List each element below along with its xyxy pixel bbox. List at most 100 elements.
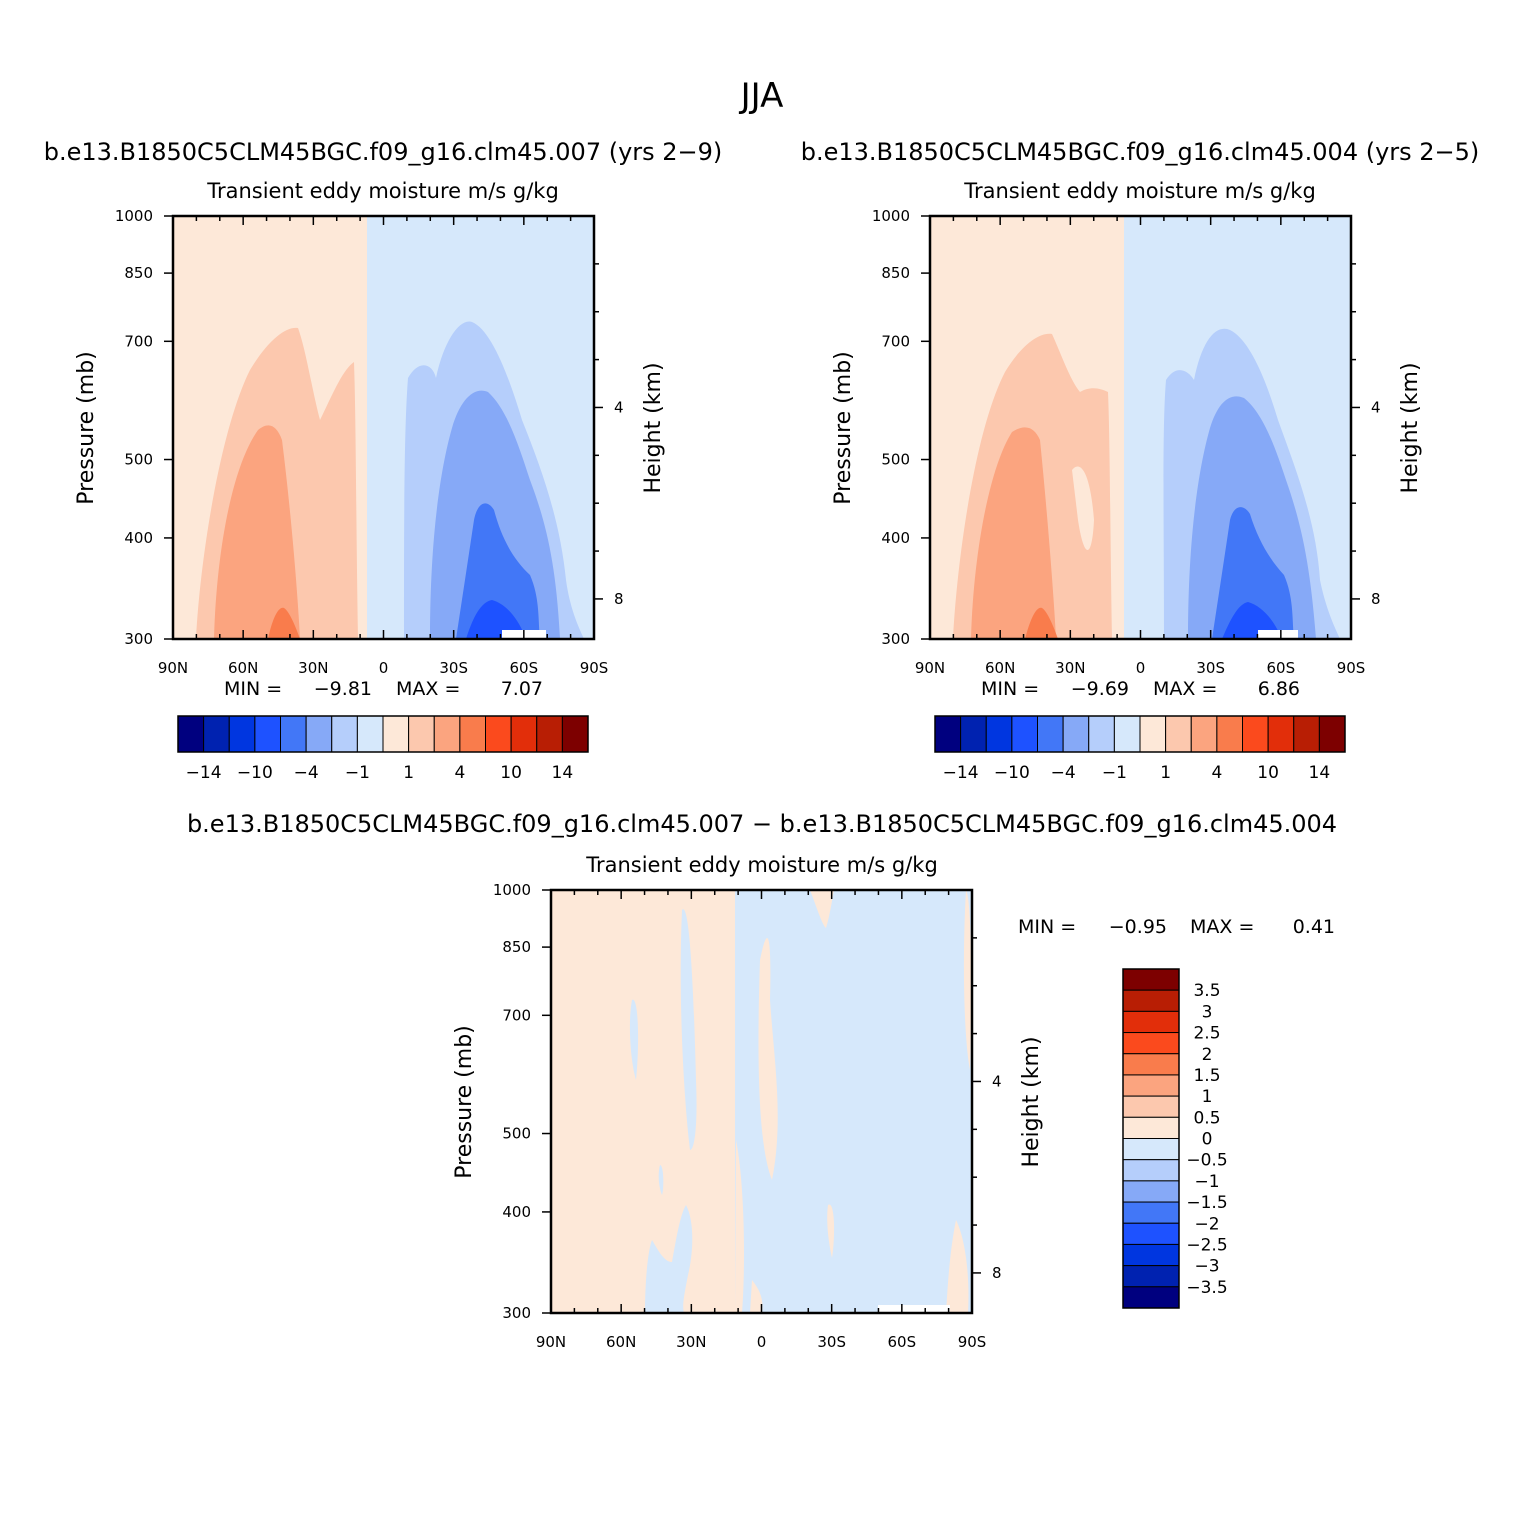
y-tick-label: 300 bbox=[502, 1304, 531, 1322]
colorbar-swatch bbox=[1062, 715, 1090, 753]
x-tick-label: 90S bbox=[958, 1333, 987, 1351]
colorbar-label: −1 bbox=[1194, 1172, 1219, 1192]
y2-tick-label: 8 bbox=[1371, 590, 1381, 608]
x-tick-label: 90S bbox=[1337, 659, 1366, 677]
colorbar-label: 10 bbox=[1257, 763, 1279, 783]
colorbar-label: −4 bbox=[294, 763, 319, 783]
colorbar-swatch bbox=[1216, 715, 1243, 753]
colorbar-label: −14 bbox=[943, 763, 979, 783]
colorbar-swatch bbox=[305, 715, 333, 753]
diff-min-label: MIN = bbox=[1018, 916, 1076, 938]
y2-tick-label: 8 bbox=[614, 590, 624, 608]
colorbar-swatch bbox=[561, 715, 589, 753]
colorbar-swatch bbox=[1122, 1159, 1180, 1182]
case2-ylabel-right: Height (km) bbox=[1398, 362, 1423, 493]
colorbar-swatch bbox=[1122, 1010, 1180, 1034]
colorbar-label: 14 bbox=[1309, 763, 1331, 783]
colorbar-swatch bbox=[1139, 715, 1167, 753]
case2-colorbar: −14 −10 −4 −1 1 4 10 14 bbox=[934, 715, 1346, 783]
colorbar-swatch bbox=[1122, 1116, 1180, 1139]
y2-tick-label: 4 bbox=[1371, 398, 1381, 416]
colorbar-swatch bbox=[254, 715, 281, 753]
colorbar-swatch bbox=[1293, 715, 1320, 753]
colorbar-swatch bbox=[1122, 1243, 1180, 1267]
colorbar-swatch bbox=[1122, 1286, 1180, 1309]
y-tick-label: 400 bbox=[502, 1203, 531, 1221]
x-tick-label: 30N bbox=[1055, 659, 1085, 677]
colorbar-frame bbox=[1122, 968, 1180, 1309]
y-tick-label: 500 bbox=[502, 1125, 531, 1143]
colorbar-swatch bbox=[1242, 715, 1269, 753]
diff-min-value: −0.95 bbox=[1109, 916, 1167, 938]
diff-axes: 90N 60N 30N 0 30S 60S 90S 300 400 500 700 850 1000 8 4 bbox=[493, 881, 1002, 1351]
case1-axes: 90N 60N 30N 0 30S 60S 90S 300 400 500 700 850 1000 8 4 bbox=[115, 207, 624, 677]
case1-max-value: 7.07 bbox=[501, 678, 543, 700]
case1-contour-field bbox=[173, 216, 594, 639]
case1-max-label: MAX = bbox=[396, 678, 460, 700]
x-tick-label: 60S bbox=[510, 659, 539, 677]
y-tick-label: 700 bbox=[124, 332, 153, 350]
diff-contour-field bbox=[551, 890, 972, 1313]
y-tick-label: 300 bbox=[881, 630, 910, 648]
colorbar-label: −3.5 bbox=[1186, 1278, 1227, 1298]
colorbar-swatch bbox=[356, 715, 384, 753]
colorbar-label: −1.5 bbox=[1186, 1193, 1227, 1213]
y2-tick-label: 8 bbox=[992, 1264, 1002, 1282]
colorbar-swatch bbox=[1122, 968, 1180, 991]
colorbar-swatch bbox=[459, 715, 486, 753]
colorbar-swatch bbox=[1122, 989, 1180, 1012]
x-tick-label: 90S bbox=[580, 659, 609, 677]
colorbar-label: −3 bbox=[1194, 1257, 1219, 1277]
colorbar-swatch bbox=[934, 715, 962, 753]
figure-title: JJA bbox=[739, 76, 784, 116]
y-tick-label: 400 bbox=[124, 529, 153, 547]
colorbar-label: 1.5 bbox=[1193, 1066, 1220, 1086]
case1-min-label: MIN = bbox=[224, 678, 282, 700]
colorbar-swatch bbox=[1165, 715, 1192, 753]
case1-ylabel: Pressure (mb) bbox=[74, 351, 99, 505]
colorbar-label: −10 bbox=[237, 763, 273, 783]
colorbar-label: −2 bbox=[1194, 1214, 1219, 1234]
panel-case1: b.e13.B1850C5CLM45BGC.f09_g16.clm45.007 … bbox=[44, 138, 723, 783]
diff-colorbar: 3.532.521.510.50−0.5−1−1.5−2−2.5−3−3.5 bbox=[1122, 968, 1228, 1309]
panel-case2: b.e13.B1850C5CLM45BGC.f09_g16.clm45.004 … bbox=[801, 138, 1480, 783]
case1-min-value: −9.81 bbox=[314, 678, 372, 700]
case2-ylabel: Pressure (mb) bbox=[831, 351, 856, 505]
case1-plot-title: Transient eddy moisture m/s g/kg bbox=[206, 179, 559, 203]
case2-min-label: MIN = bbox=[981, 678, 1039, 700]
case2-title: b.e13.B1850C5CLM45BGC.f09_g16.clm45.004 … bbox=[801, 138, 1480, 166]
colorbar-swatch bbox=[1318, 715, 1346, 753]
x-tick-label: 30S bbox=[439, 659, 468, 677]
colorbar-swatch bbox=[485, 715, 512, 753]
colorbar-swatch bbox=[1267, 715, 1295, 753]
case1-ylabel-right: Height (km) bbox=[641, 362, 666, 493]
x-tick-label: 90N bbox=[158, 659, 188, 677]
diff-ylabel: Pressure (mb) bbox=[452, 1025, 477, 1179]
colorbar-swatch bbox=[408, 715, 435, 753]
y-tick-label: 500 bbox=[881, 451, 910, 469]
case1-title: b.e13.B1850C5CLM45BGC.f09_g16.clm45.007 … bbox=[44, 138, 723, 166]
colorbar-label: −1 bbox=[1102, 763, 1127, 783]
colorbar-swatch bbox=[1113, 715, 1141, 753]
diff-ylabel-right: Height (km) bbox=[1019, 1036, 1044, 1167]
case2-max-value: 6.86 bbox=[1258, 678, 1300, 700]
colorbar-label: 4 bbox=[454, 763, 465, 783]
colorbar-swatch bbox=[1122, 1201, 1180, 1224]
diff-max-value: 0.41 bbox=[1293, 916, 1335, 938]
colorbar-label: 1 bbox=[403, 763, 414, 783]
colorbar-frame bbox=[177, 715, 589, 753]
diff-plot-title: Transient eddy moisture m/s g/kg bbox=[585, 853, 938, 877]
diff-max-label: MAX = bbox=[1190, 916, 1254, 938]
colorbar-swatch bbox=[433, 715, 461, 753]
x-tick-label: 30S bbox=[817, 1333, 846, 1351]
colorbar-swatch bbox=[203, 715, 230, 753]
diff-title: b.e13.B1850C5CLM45BGC.f09_g16.clm45.007 … bbox=[187, 810, 1337, 838]
y-tick-label: 500 bbox=[124, 451, 153, 469]
colorbar-label: 3 bbox=[1202, 1002, 1213, 1022]
x-tick-label: 60S bbox=[1267, 659, 1296, 677]
colorbar-swatch bbox=[228, 715, 256, 753]
colorbar-label: −0.5 bbox=[1186, 1151, 1227, 1171]
x-tick-label: 30N bbox=[298, 659, 328, 677]
x-tick-label: 60N bbox=[228, 659, 258, 677]
